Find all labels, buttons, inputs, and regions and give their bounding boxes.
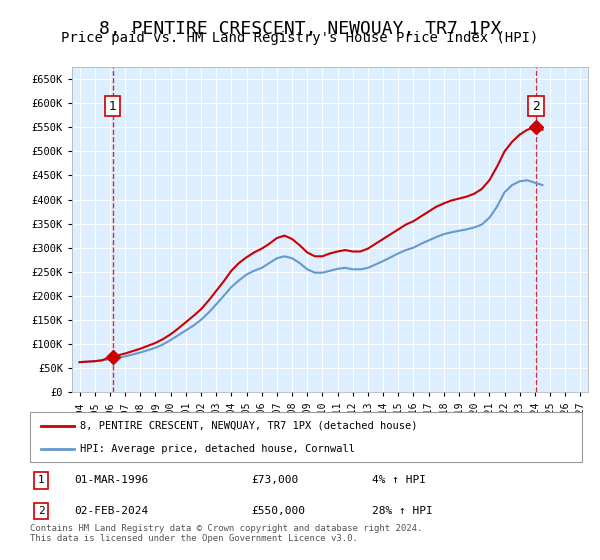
Text: £73,000: £73,000	[251, 475, 298, 485]
Text: Contains HM Land Registry data © Crown copyright and database right 2024.
This d: Contains HM Land Registry data © Crown c…	[30, 524, 422, 543]
Text: 2: 2	[38, 506, 44, 516]
Text: £550,000: £550,000	[251, 506, 305, 516]
Text: HPI: Average price, detached house, Cornwall: HPI: Average price, detached house, Corn…	[80, 445, 355, 454]
Text: 01-MAR-1996: 01-MAR-1996	[74, 475, 148, 485]
Text: 2: 2	[532, 100, 540, 113]
Text: 02-FEB-2024: 02-FEB-2024	[74, 506, 148, 516]
Text: 8, PENTIRE CRESCENT, NEWQUAY, TR7 1PX: 8, PENTIRE CRESCENT, NEWQUAY, TR7 1PX	[99, 20, 501, 38]
Text: 1: 1	[38, 475, 44, 485]
Text: Price paid vs. HM Land Registry's House Price Index (HPI): Price paid vs. HM Land Registry's House …	[61, 31, 539, 45]
Text: 4% ↑ HPI: 4% ↑ HPI	[372, 475, 426, 485]
Text: 8, PENTIRE CRESCENT, NEWQUAY, TR7 1PX (detached house): 8, PENTIRE CRESCENT, NEWQUAY, TR7 1PX (d…	[80, 421, 417, 431]
Text: 28% ↑ HPI: 28% ↑ HPI	[372, 506, 433, 516]
FancyBboxPatch shape	[30, 412, 582, 462]
Text: 1: 1	[109, 100, 116, 113]
